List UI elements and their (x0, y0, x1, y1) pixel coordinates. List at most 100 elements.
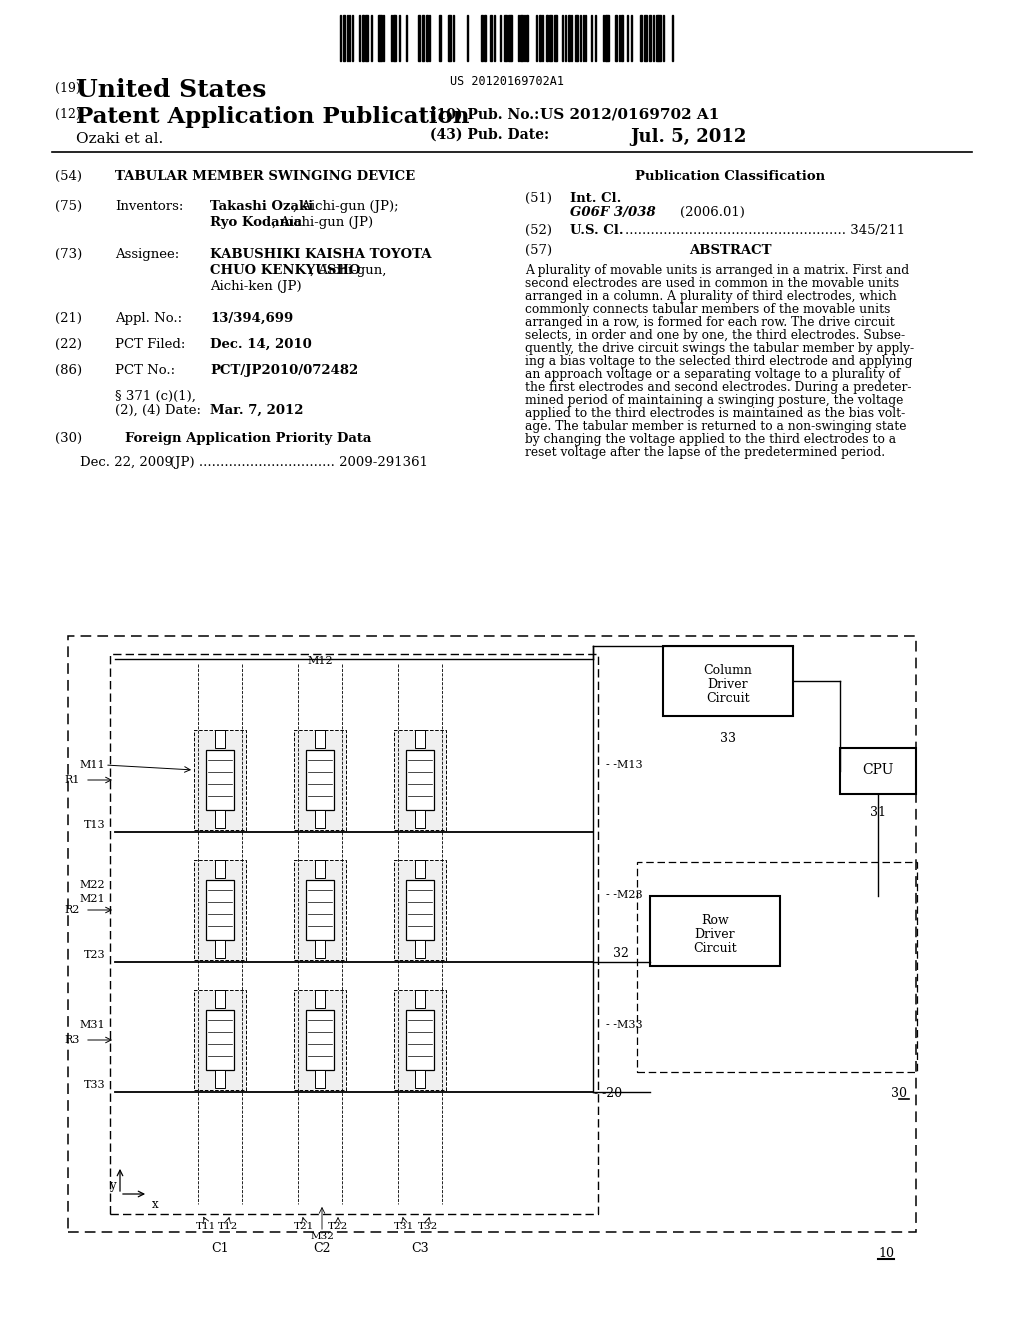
Text: CHUO KENKYUSHO: CHUO KENKYUSHO (210, 264, 360, 277)
Bar (415, 990, 425, 1008)
Bar (481, 15, 483, 61)
Bar (206, 880, 234, 940)
Text: US 2012/0169702 A1: US 2012/0169702 A1 (540, 108, 720, 121)
Bar (568, 15, 570, 61)
Bar (194, 990, 246, 1090)
Text: (JP) ................................ 2009-291361: (JP) ................................ 20… (170, 455, 428, 469)
Text: T22: T22 (328, 1222, 348, 1232)
Bar (649, 15, 651, 61)
Text: T33: T33 (83, 1080, 105, 1090)
Text: PCT No.:: PCT No.: (115, 364, 175, 378)
Bar (554, 15, 556, 61)
Text: M11: M11 (80, 760, 105, 770)
Text: M21: M21 (80, 894, 105, 904)
Bar (194, 730, 246, 830)
Text: arranged in a column. A plurality of third electrodes, which: arranged in a column. A plurality of thi… (525, 290, 897, 304)
Bar (394, 861, 446, 960)
Text: T11: T11 (196, 1222, 216, 1232)
Bar (549, 15, 552, 61)
Text: 13/394,699: 13/394,699 (210, 312, 293, 325)
Text: KABUSHIKI KAISHA TOYOTA: KABUSHIKI KAISHA TOYOTA (210, 248, 431, 261)
Bar (315, 861, 325, 878)
Bar (422, 15, 424, 61)
Bar (206, 750, 234, 810)
Text: (86): (86) (55, 364, 82, 378)
Bar (215, 940, 225, 958)
Text: G06F 3/038: G06F 3/038 (570, 206, 655, 219)
Text: 10: 10 (878, 1247, 894, 1261)
Text: arranged in a row, is formed for each row. The drive circuit: arranged in a row, is formed for each ro… (525, 315, 895, 329)
Text: Column: Column (703, 664, 753, 677)
Bar (415, 730, 425, 748)
Text: - -M23: - -M23 (606, 890, 643, 900)
Bar (606, 15, 609, 61)
Text: M22: M22 (80, 880, 105, 890)
Bar (215, 861, 225, 878)
Bar (315, 1071, 325, 1088)
Text: TABULAR MEMBER SWINGING DEVICE: TABULAR MEMBER SWINGING DEVICE (115, 170, 415, 183)
Text: C1: C1 (211, 1242, 228, 1255)
Text: (30): (30) (55, 432, 82, 445)
Text: M32: M32 (310, 1232, 334, 1241)
Text: reset voltage after the lapse of the predetermined period.: reset voltage after the lapse of the pre… (525, 446, 885, 459)
Text: (19): (19) (55, 82, 81, 95)
Text: Appl. No.:: Appl. No.: (115, 312, 182, 325)
Text: Row: Row (701, 913, 729, 927)
Text: T12: T12 (218, 1222, 239, 1232)
Text: (2006.01): (2006.01) (680, 206, 744, 219)
Text: Circuit: Circuit (693, 942, 737, 954)
Bar (294, 730, 346, 830)
Bar (215, 730, 225, 748)
Text: § 371 (c)(1),: § 371 (c)(1), (115, 389, 196, 403)
Bar (206, 1010, 234, 1071)
Text: (10) Pub. No.:: (10) Pub. No.: (430, 108, 540, 121)
Bar (294, 861, 346, 960)
Text: by changing the voltage applied to the third electrodes to a: by changing the voltage applied to the t… (525, 433, 896, 446)
Text: ing a bias voltage to the selected third electrode and applying: ing a bias voltage to the selected third… (525, 355, 912, 368)
Text: (75): (75) (55, 201, 82, 213)
Bar (379, 15, 382, 61)
Bar (520, 15, 523, 61)
Text: Driver: Driver (708, 678, 749, 690)
Text: Assignee:: Assignee: (115, 248, 179, 261)
Text: Publication Classification: Publication Classification (635, 170, 825, 183)
Bar (343, 15, 345, 61)
Bar (68, 636, 916, 1232)
Text: Dec. 22, 2009: Dec. 22, 2009 (80, 455, 173, 469)
Bar (658, 15, 662, 61)
Bar (394, 990, 446, 1090)
Text: x: x (152, 1197, 159, 1210)
Text: C2: C2 (313, 1242, 331, 1255)
Text: (22): (22) (55, 338, 82, 351)
Bar (215, 810, 225, 828)
Text: United States: United States (76, 78, 266, 102)
Bar (194, 861, 246, 960)
Bar (418, 15, 420, 61)
Text: .................................................... 345/211: ........................................… (625, 224, 905, 238)
Text: - -20: - -20 (594, 1086, 622, 1100)
Text: 32: 32 (613, 946, 629, 960)
Text: applied to the third electrodes is maintained as the bias volt-: applied to the third electrodes is maint… (525, 407, 905, 420)
Bar (539, 15, 541, 61)
Text: Ryo Kodama: Ryo Kodama (210, 216, 302, 228)
Text: selects, in order and one by one, the third electrodes. Subse-: selects, in order and one by one, the th… (525, 329, 905, 342)
Text: Patent Application Publication: Patent Application Publication (76, 106, 469, 128)
Text: PCT/JP2010/072482: PCT/JP2010/072482 (210, 364, 358, 378)
Text: T23: T23 (83, 950, 105, 960)
Bar (215, 1071, 225, 1088)
Text: an approach voltage or a separating voltage to a plurality of: an approach voltage or a separating volt… (525, 368, 900, 381)
Text: Ozaki et al.: Ozaki et al. (76, 132, 163, 147)
Text: (54): (54) (55, 170, 82, 183)
Text: PCT Filed:: PCT Filed: (115, 338, 185, 351)
Bar (508, 15, 511, 61)
Text: T31: T31 (394, 1222, 414, 1232)
Text: (2), (4) Date:: (2), (4) Date: (115, 404, 201, 417)
Text: T21: T21 (294, 1222, 314, 1232)
Text: (52): (52) (525, 224, 552, 238)
Text: 30: 30 (891, 1086, 907, 1100)
Bar (406, 880, 434, 940)
Text: Mar. 7, 2012: Mar. 7, 2012 (210, 404, 303, 417)
Text: M12: M12 (307, 656, 333, 667)
Text: M31: M31 (80, 1020, 105, 1030)
Text: A plurality of movable units is arranged in a matrix. First and: A plurality of movable units is arranged… (525, 264, 909, 277)
